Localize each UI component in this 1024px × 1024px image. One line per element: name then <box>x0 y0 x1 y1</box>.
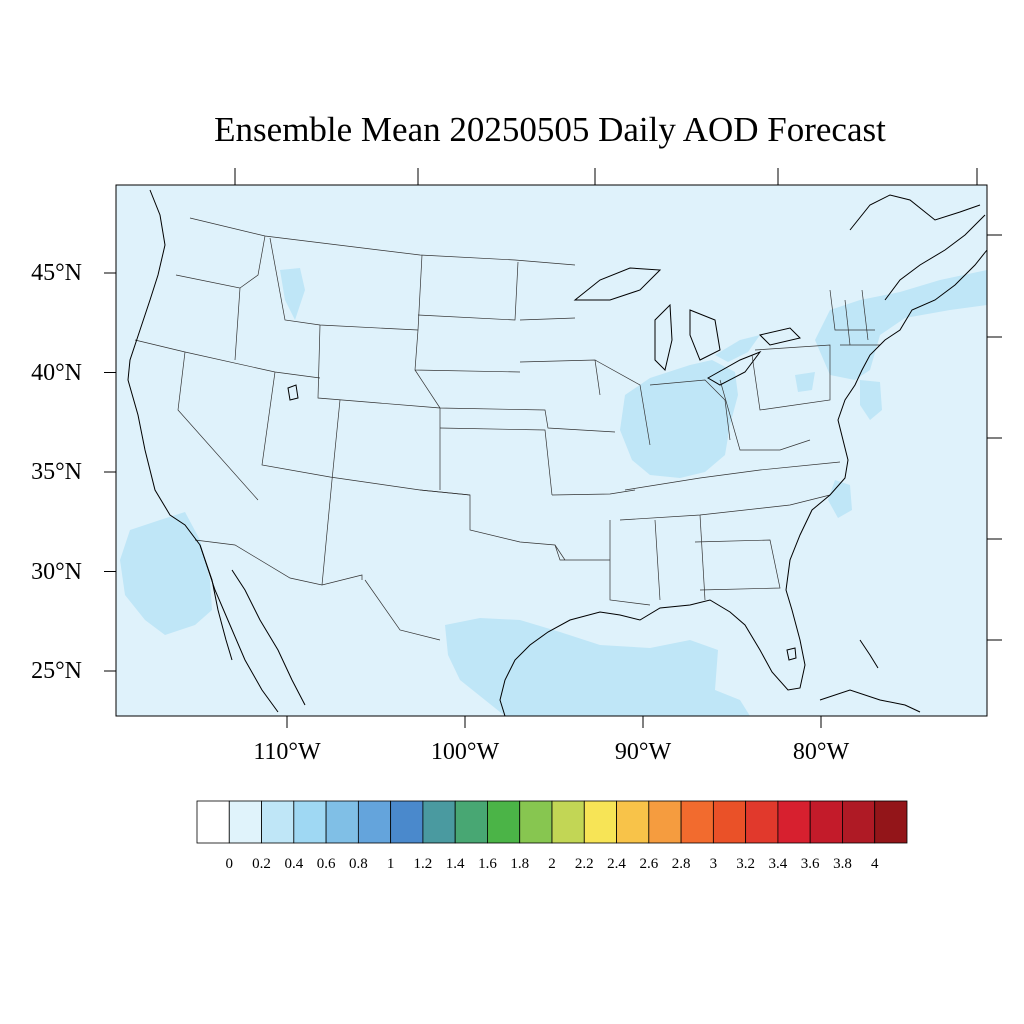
plume-montana <box>280 268 305 320</box>
lat-label: 45°N <box>31 260 82 286</box>
colorbar-swatch <box>680 800 714 844</box>
lon-label: 100°W <box>430 739 500 765</box>
colorbar-tick-label: 0.8 <box>348 856 368 872</box>
colorbar-swatch <box>454 800 488 844</box>
axis-ticks <box>104 168 1002 728</box>
maine-coast <box>884 214 986 301</box>
gulf-coast <box>499 249 988 717</box>
colorbar-swatch <box>842 800 876 844</box>
lat-label: 25°N <box>31 658 82 684</box>
colorbar-swatch <box>422 800 456 844</box>
colorbar-tick-label: 1.4 <box>445 856 465 872</box>
colorbar-swatch <box>196 800 230 844</box>
colorbar-tick-label: 2.2 <box>574 856 594 872</box>
lake-erie <box>706 350 762 386</box>
colorbar-swatch <box>519 800 553 844</box>
map-background <box>116 185 987 716</box>
colorbar-tick-label: 2.6 <box>639 856 659 872</box>
cuba <box>819 689 921 713</box>
colorbar-tick-label: 3.2 <box>736 856 755 872</box>
colorbar-swatch <box>745 800 779 844</box>
lake-huron <box>689 309 721 361</box>
great-salt-lake <box>287 384 299 401</box>
colorbar-tick-label: 3.6 <box>800 856 820 872</box>
lon-label: 110°W <box>253 739 321 765</box>
colorbar-swatch <box>390 800 424 844</box>
west-coast <box>127 189 279 713</box>
lat-label: 35°N <box>31 459 82 485</box>
colorbar-swatch <box>357 800 392 844</box>
colorbar-tick-label: 0.6 <box>316 856 336 872</box>
colorbar-tick-label: 1.6 <box>478 856 497 872</box>
baja-peninsula <box>199 544 233 661</box>
plume-baja <box>120 512 212 635</box>
map-frame <box>115 184 988 717</box>
colorbar-swatch <box>261 800 295 844</box>
plume-lake-erie <box>715 335 760 362</box>
lake-ontario <box>759 327 801 346</box>
colorbar-swatch <box>777 800 811 844</box>
colorbar-swatch <box>551 800 585 844</box>
colorbar-tick-label: 4 <box>870 856 879 872</box>
colorbar-tick-label: 3 <box>709 856 718 872</box>
colorbar-tick-label: 3.8 <box>833 856 852 872</box>
colorbar-swatch <box>228 800 262 844</box>
colorbar-tick-label: 1 <box>386 856 395 872</box>
colorbar-swatch <box>616 800 650 844</box>
colorbar-swatch <box>648 800 682 844</box>
lon-label: 90°W <box>614 739 672 765</box>
colorbar <box>196 800 908 844</box>
lon-label: 80°W <box>792 739 850 765</box>
canada-coast <box>849 194 981 231</box>
plume-virginia <box>860 380 882 420</box>
plume-pa <box>795 372 815 392</box>
colorbar-swatch <box>293 800 327 844</box>
chart-title: Ensemble Mean 20250505 Daily AOD Forecas… <box>214 110 886 149</box>
colorbar-tick-label: 0.4 <box>284 856 304 872</box>
plume-ohio-valley <box>620 360 738 478</box>
colorbar-tick-label: 2 <box>548 856 556 872</box>
coastline <box>127 189 988 717</box>
colorbar-swatch <box>874 800 908 844</box>
colorbar-tick-label: 0 <box>225 856 234 872</box>
lat-label: 30°N <box>31 558 82 585</box>
bahamas <box>859 639 879 669</box>
colorbar-swatch <box>809 800 843 844</box>
colorbar-swatch <box>487 800 521 844</box>
colorbar-tick-label: 3.4 <box>768 856 788 872</box>
lake-okeechobee <box>786 647 797 661</box>
colorbar-swatch <box>325 800 359 844</box>
mexico-pacific <box>231 569 306 706</box>
colorbar-tick-label: 1.8 <box>510 856 530 872</box>
lake-michigan <box>654 303 673 371</box>
aod-plumes <box>120 268 987 716</box>
colorbar-tick-label: 2.4 <box>607 856 626 872</box>
state-boundaries <box>134 217 880 641</box>
plume-gulf <box>445 618 750 716</box>
great-lake-superior <box>573 267 662 301</box>
colorbar-tick-label: 0.2 <box>252 856 271 872</box>
lat-label: 40°N <box>31 359 82 386</box>
plume-northeast <box>815 270 987 380</box>
colorbar-swatch <box>712 800 747 844</box>
colorbar-swatch <box>583 800 617 844</box>
colorbar-tick-label: 1.2 <box>413 856 433 872</box>
plume-carolina-coast <box>828 480 852 518</box>
colorbar-tick-label: 2.8 <box>671 856 691 872</box>
